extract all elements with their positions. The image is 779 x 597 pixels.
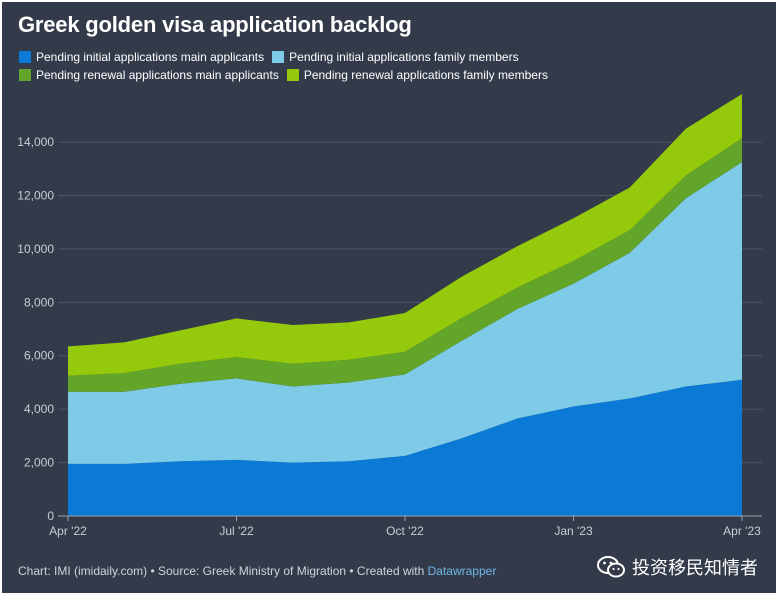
legend-item: Pending initial applications family memb…: [272, 50, 519, 64]
x-tick-label: Jul '22: [219, 524, 254, 538]
y-tick-label: 6,000: [24, 349, 54, 363]
legend-label: Pending initial applications main applic…: [36, 50, 265, 64]
legend-row: Pending initial applications main applic…: [19, 48, 619, 66]
y-tick-label: 14,000: [17, 135, 54, 149]
legend-swatch: [19, 51, 31, 63]
footer-text: Chart: IMI (imidaily.com) • Source: Gree…: [18, 564, 428, 578]
chart-title: Greek golden visa application backlog: [18, 12, 412, 37]
y-tick-label: 0: [47, 509, 54, 523]
legend: Pending initial applications main applic…: [19, 48, 619, 84]
legend-item: Pending renewal applications family memb…: [286, 68, 548, 82]
datawrapper-link[interactable]: Datawrapper: [427, 564, 497, 578]
legend-label: Pending initial applications family memb…: [289, 50, 519, 64]
y-tick-label: 12,000: [17, 188, 54, 202]
legend-swatch: [272, 51, 285, 63]
y-tick-label: 2,000: [24, 456, 54, 470]
legend-swatch: [286, 69, 299, 81]
area-series-1: [68, 379, 742, 516]
x-tick-label: Jan '23: [554, 524, 593, 538]
y-tick-label: 8,000: [24, 295, 54, 309]
area-series-3: [68, 138, 742, 392]
watermark-text: 投资移民知情者: [632, 558, 758, 579]
x-tick-label: Apr '22: [49, 524, 87, 538]
x-tick-label: Apr '23: [723, 524, 761, 538]
y-tick-label: 4,000: [24, 402, 54, 416]
legend-swatch: [19, 69, 31, 81]
legend-item: Pending renewal applications main applic…: [19, 68, 279, 82]
area-series-2: [68, 162, 742, 464]
watermark: 投资移民知情者: [596, 554, 758, 580]
legend-label: Pending renewal applications family memb…: [303, 68, 548, 82]
wechat-icon: [597, 556, 625, 578]
footer-credits: Chart: IMI (imidaily.com) • Source: Gree…: [18, 564, 496, 578]
y-tick-label: 10,000: [17, 242, 54, 256]
legend-label: Pending renewal applications main applic…: [36, 68, 279, 82]
legend-item: Pending initial applications main applic…: [19, 50, 264, 64]
legend-row: Pending renewal applications main applic…: [19, 66, 619, 84]
x-tick-label: Oct '22: [386, 524, 424, 538]
area-series-4: [68, 94, 742, 376]
